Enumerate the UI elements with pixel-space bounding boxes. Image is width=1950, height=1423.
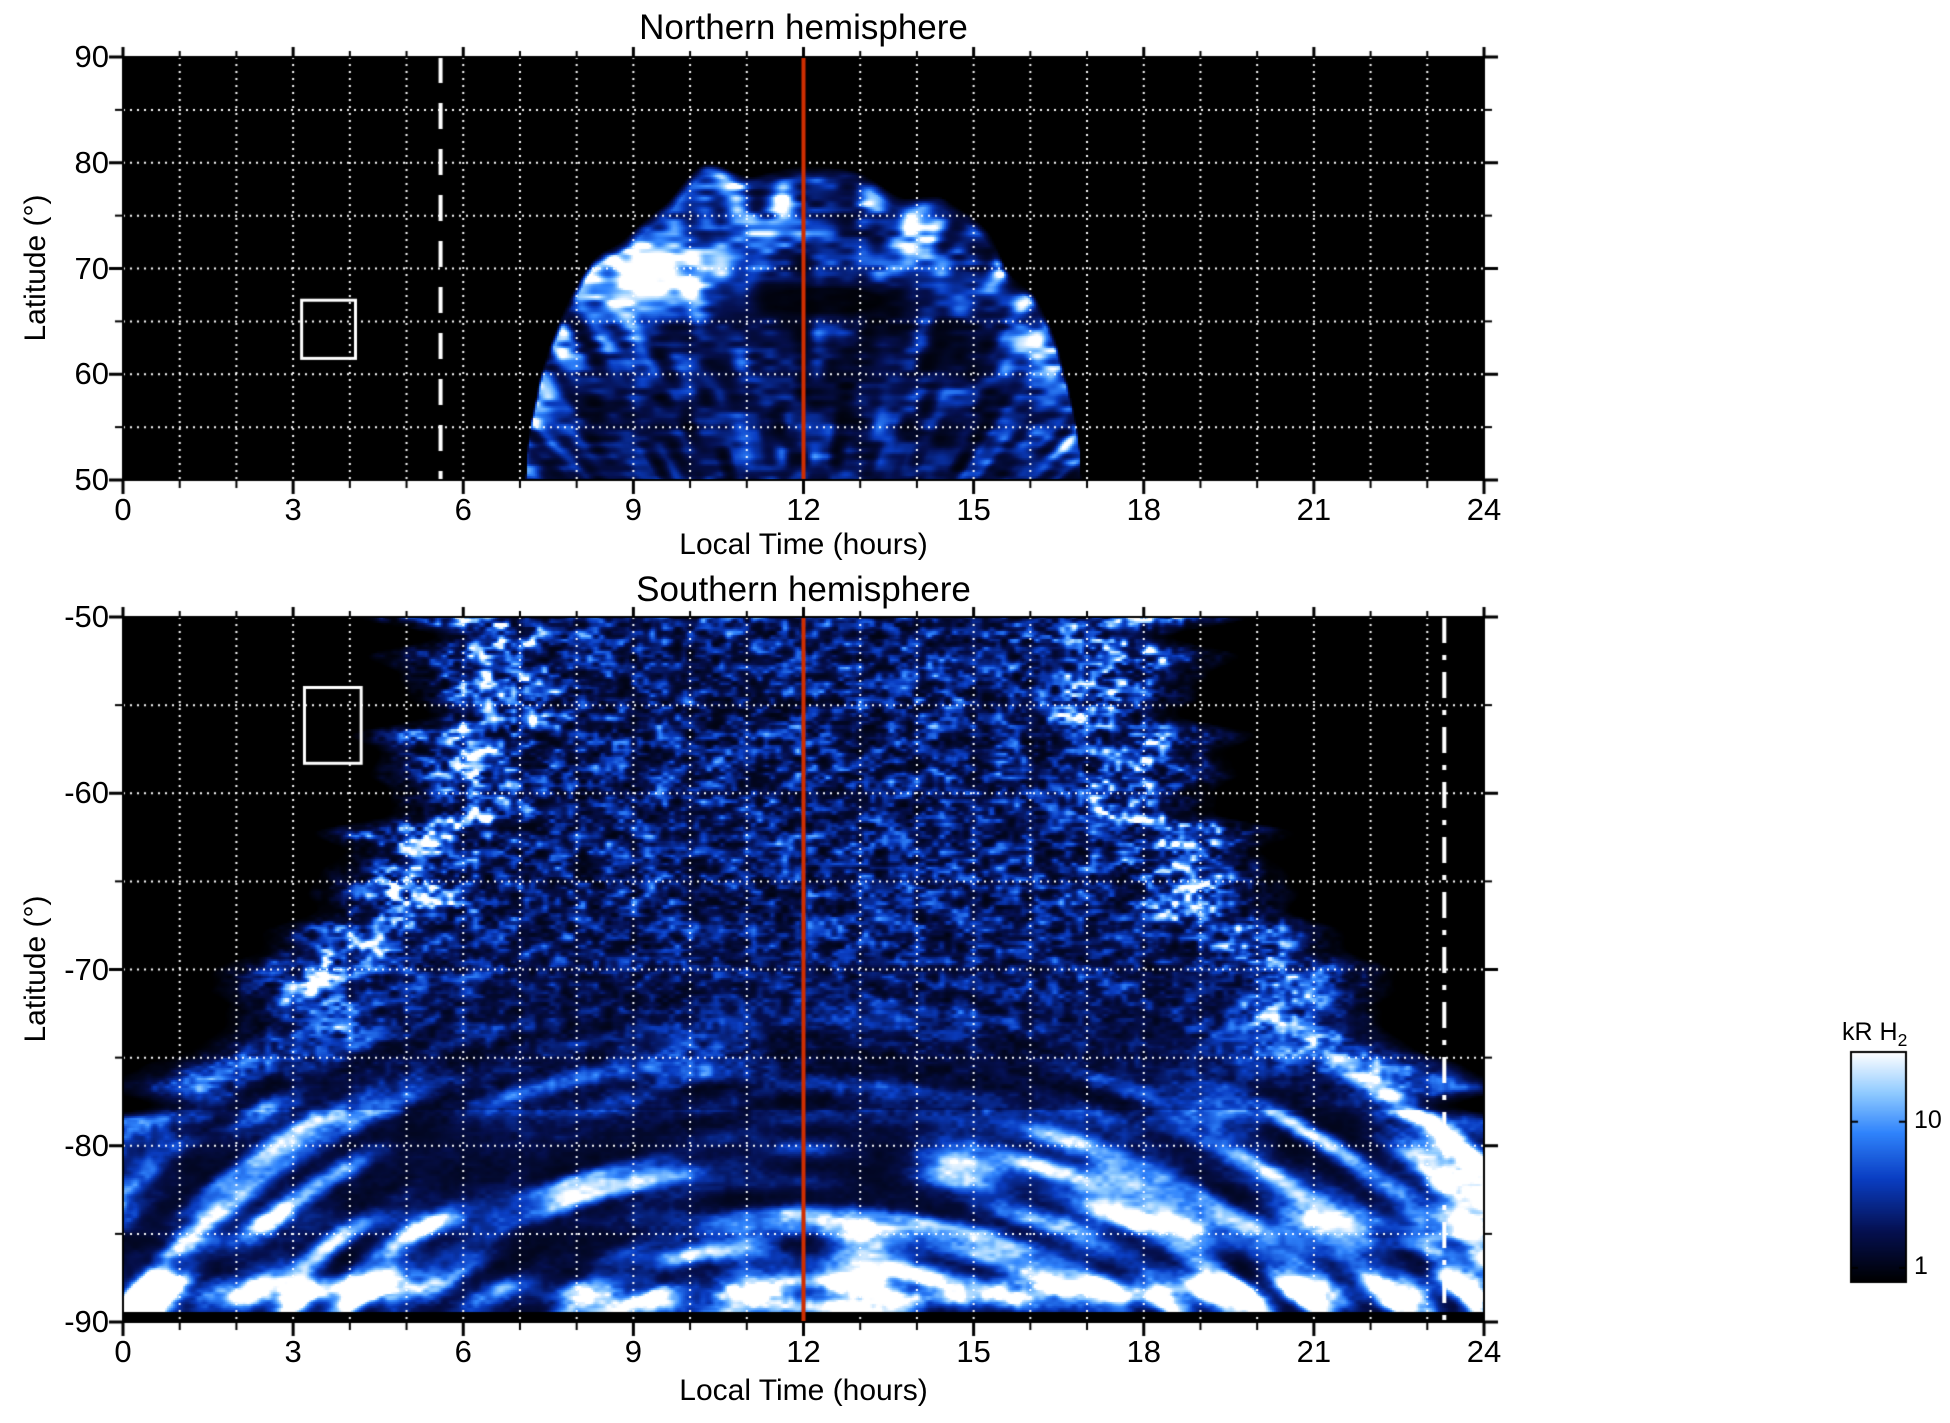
colorbar-title: kR H2 xyxy=(1842,1018,1907,1051)
x-tick-label: 0 xyxy=(114,492,132,527)
x-tick-label: 15 xyxy=(956,492,991,527)
x-tick-label: 24 xyxy=(1466,1334,1502,1369)
colorbar-title-main: kR H xyxy=(1842,1018,1898,1046)
south-panel-title: Southern hemisphere xyxy=(636,570,971,609)
x-tick-label: 18 xyxy=(1126,492,1161,527)
y-tick-label: 70 xyxy=(74,250,109,286)
y-tick-label: 80 xyxy=(74,144,109,180)
colorbar-title-sub: 2 xyxy=(1897,1030,1908,1050)
y-tick-label: -60 xyxy=(64,775,109,811)
y-tick-label: -50 xyxy=(64,599,109,634)
y-tick-label: -80 xyxy=(64,1127,109,1163)
y-tick-label: 60 xyxy=(74,356,109,392)
y-tick-label: -70 xyxy=(64,951,109,987)
x-tick-label: 0 xyxy=(114,1334,132,1369)
x-tick-label: 24 xyxy=(1466,492,1502,527)
colorbar-tick-label-10: 10 xyxy=(1914,1106,1942,1134)
x-tick-label: 21 xyxy=(1296,492,1332,527)
x-tick-label: 3 xyxy=(284,492,302,527)
y-tick-label: 50 xyxy=(74,462,109,497)
x-tick-label: 6 xyxy=(454,492,472,527)
colorbar-tick-label-1: 1 xyxy=(1914,1252,1928,1280)
north-panel-title: Northern hemisphere xyxy=(639,8,968,47)
north-xaxis-label: Local Time (hours) xyxy=(679,528,928,561)
x-tick-label: 18 xyxy=(1126,1334,1161,1369)
y-tick-label: -90 xyxy=(64,1304,109,1339)
x-tick-label: 12 xyxy=(786,1334,821,1369)
x-tick-label: 15 xyxy=(956,1334,991,1369)
x-tick-label: 9 xyxy=(624,492,642,527)
x-tick-label: 12 xyxy=(786,492,821,527)
y-tick-label: 90 xyxy=(74,39,109,74)
x-tick-label: 3 xyxy=(284,1334,302,1369)
x-tick-label: 21 xyxy=(1296,1334,1332,1369)
south-xaxis-label: Local Time (hours) xyxy=(679,1374,928,1407)
x-tick-label: 6 xyxy=(454,1334,472,1369)
x-tick-label: 9 xyxy=(624,1334,642,1369)
